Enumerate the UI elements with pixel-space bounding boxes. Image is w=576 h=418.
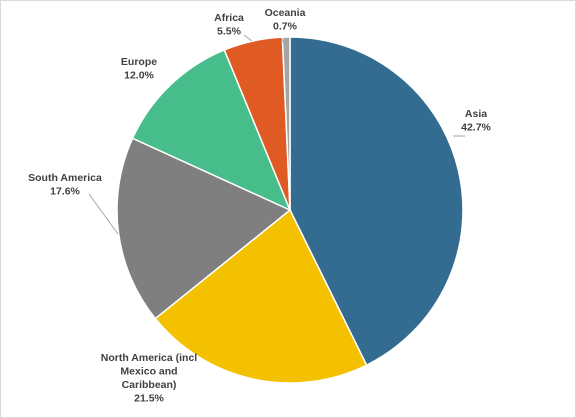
label-value: 0.7% — [273, 21, 298, 33]
data-label-south: South America 17.6% — [28, 172, 102, 198]
leader-line — [281, 38, 286, 48]
leader-line — [88, 193, 119, 235]
label-value: 21.5% — [134, 393, 164, 405]
pie-slices — [116, 36, 464, 384]
data-labels: Asia 42.7% North America (incl Mexico and Ca… — [28, 7, 491, 405]
label-value: 17.6% — [50, 186, 80, 198]
label-value: 5.5% — [217, 26, 242, 38]
data-label-north: North America (incl Mexico and Caribbean) 2… — [101, 352, 198, 405]
label-category: Europe — [121, 56, 157, 68]
data-label-oceania: Oceania 0.7% — [265, 7, 306, 33]
label-category: Caribbean) — [122, 379, 177, 391]
label-category: North America (incl — [101, 352, 198, 364]
label-value: 12.0% — [124, 70, 154, 82]
label-category: Mexico and — [120, 366, 177, 378]
label-category: Africa — [214, 12, 244, 24]
pie-slice-north — [154, 208, 368, 384]
leader-lines — [88, 34, 465, 235]
label-category: Oceania — [265, 7, 306, 19]
label-category: Asia — [465, 108, 487, 120]
data-label-europe: Europe 12.0% — [121, 56, 157, 82]
pie-slice-oceania — [281, 36, 291, 211]
data-label-africa: Africa 5.5% — [214, 12, 244, 38]
leader-line — [243, 34, 253, 42]
data-label-asia: Asia 42.7% — [461, 108, 491, 134]
label-value: 42.7% — [461, 122, 491, 134]
pie-slice-south — [116, 137, 292, 320]
pie-slice-europe — [131, 48, 292, 212]
pie-slice-asia — [289, 36, 464, 367]
label-category: South America — [28, 172, 102, 184]
